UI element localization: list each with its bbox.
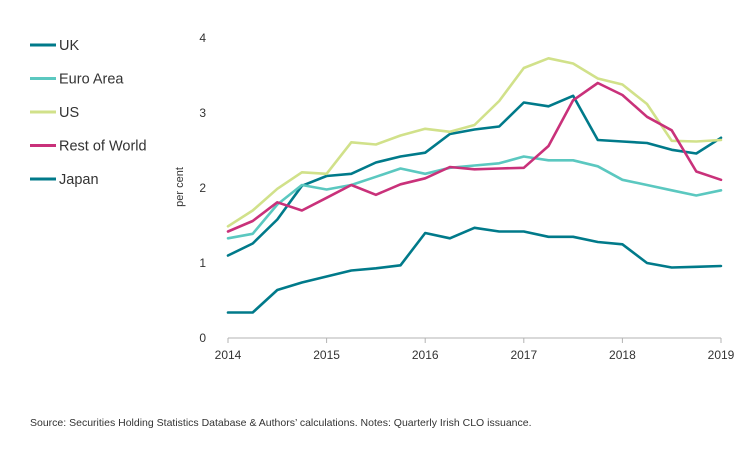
series-line-uk bbox=[228, 96, 721, 256]
y-tick-label: 0 bbox=[199, 331, 206, 345]
x-tick-label: 2018 bbox=[609, 348, 636, 362]
x-tick-label: 2014 bbox=[215, 348, 242, 362]
legend-label-uk: UK bbox=[59, 38, 79, 54]
x-tick-label: 2016 bbox=[412, 348, 439, 362]
x-tick-label: 2019 bbox=[708, 348, 735, 362]
y-tick-label: 1 bbox=[199, 256, 206, 270]
x-tick-label: 2017 bbox=[510, 348, 537, 362]
x-axis: 2014 2015 2016 2017 2018 2019 bbox=[215, 338, 735, 362]
series-group bbox=[228, 58, 721, 312]
legend: UK Euro Area US Rest of World Japan bbox=[30, 38, 147, 188]
y-tick-label: 3 bbox=[199, 106, 206, 120]
x-tick-label: 2015 bbox=[313, 348, 340, 362]
legend-label-rest-of-world: Rest of World bbox=[59, 139, 147, 155]
series-line-japan bbox=[228, 228, 721, 313]
y-tick-label: 2 bbox=[199, 181, 206, 195]
source-note: Source: Securities Holding Statistics Da… bbox=[30, 417, 532, 429]
legend-label-us: US bbox=[59, 105, 79, 121]
y-axis-label: per cent bbox=[174, 167, 186, 207]
legend-label-euro-area: Euro Area bbox=[59, 72, 124, 88]
y-tick-label: 4 bbox=[199, 31, 206, 45]
line-chart: UK Euro Area US Rest of World Japan 0 1 2 3 4 pe… bbox=[0, 0, 756, 450]
legend-label-japan: Japan bbox=[59, 172, 99, 188]
y-axis: 0 1 2 3 4 bbox=[199, 31, 206, 345]
